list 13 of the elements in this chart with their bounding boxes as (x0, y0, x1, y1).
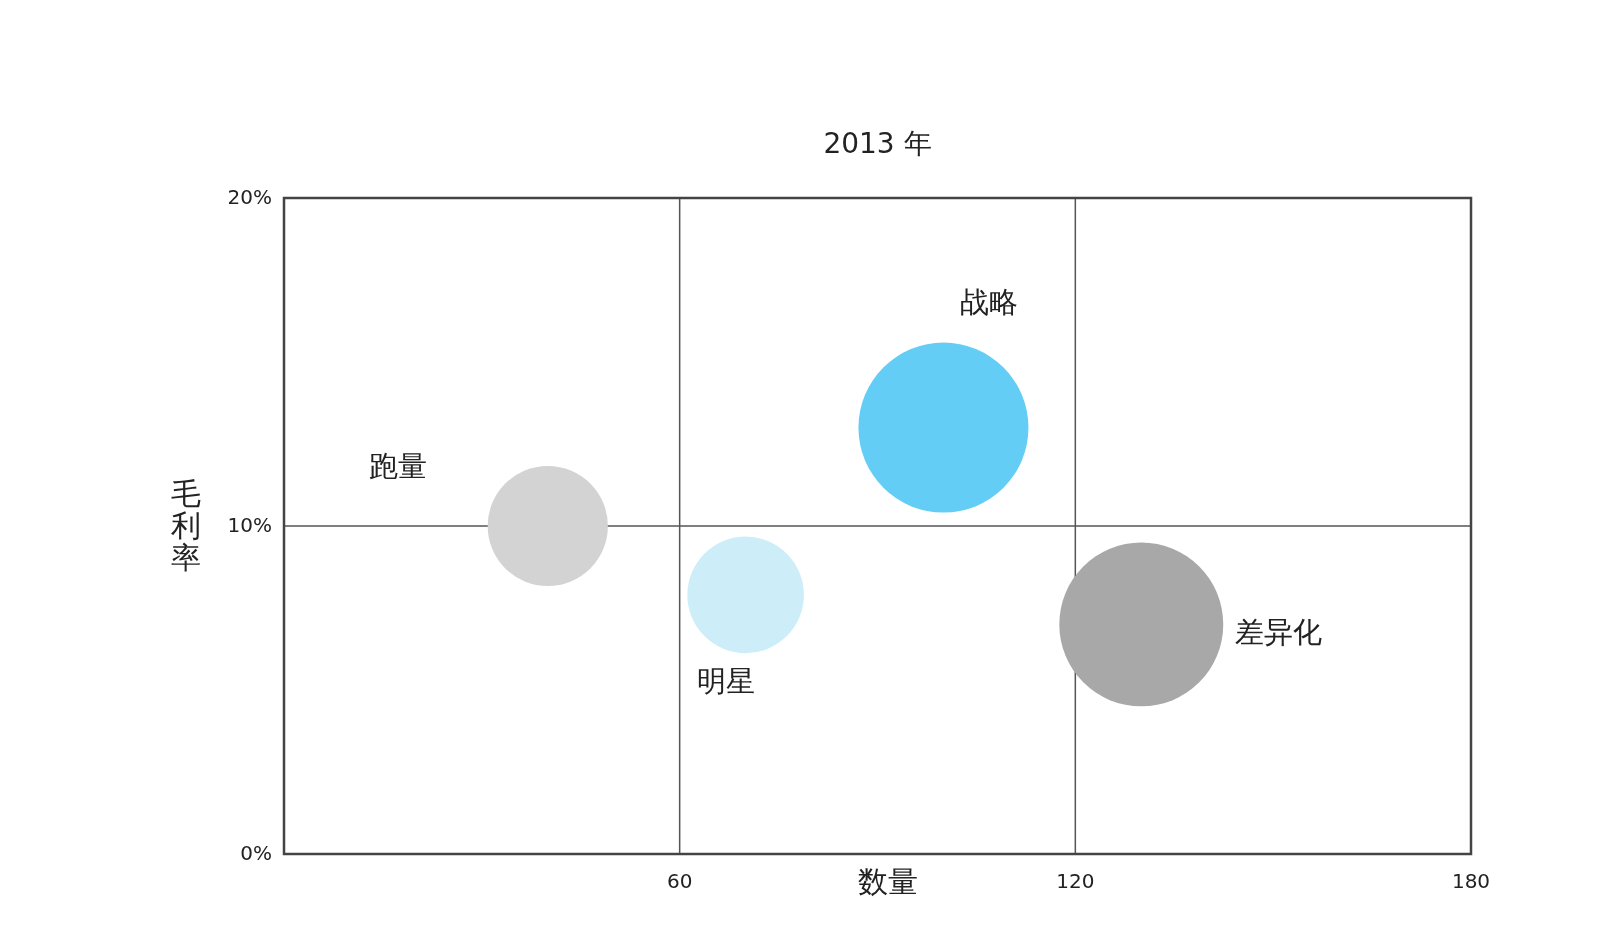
x-axis-title: 数量 (858, 863, 918, 899)
y-axis-title: 毛利率 (171, 476, 201, 575)
y-tick-label: 10% (227, 512, 272, 537)
chart-title: 2013 年 (823, 127, 932, 160)
y-tick-label: 20% (227, 184, 272, 209)
series-label: 差异化 (1234, 615, 1322, 650)
x-tick-label: 60 (666, 869, 693, 893)
series-label: 明星 (696, 663, 755, 698)
y-tick-label: 0% (240, 840, 272, 865)
series-label: 战略 (960, 284, 1019, 319)
series: 跑量 (368, 449, 608, 587)
x-tick-label: 120 (1056, 869, 1095, 893)
x-tick-label: 180 (1451, 869, 1491, 893)
